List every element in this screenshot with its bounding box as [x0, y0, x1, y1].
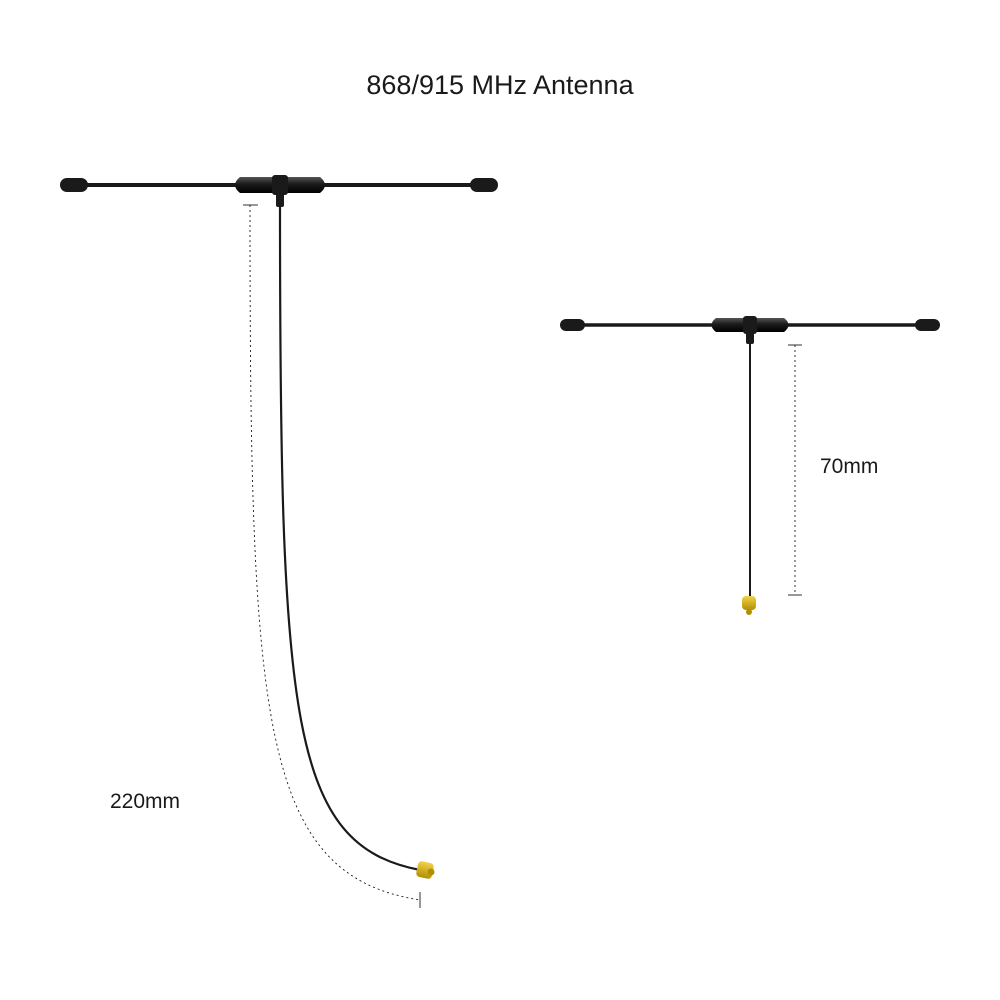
antenna-small-cap-right — [915, 319, 940, 331]
antenna-large-wire — [280, 205, 420, 870]
antenna-large-cap-right — [470, 178, 498, 192]
antenna-small-connector — [742, 596, 756, 615]
antenna-small-cap-left — [560, 319, 585, 331]
antenna-small-hub — [712, 316, 789, 344]
antenna-large-hub — [235, 175, 325, 207]
diagram-canvas — [0, 0, 1000, 1000]
antenna-large-dim — [250, 205, 420, 900]
label-large-length: 220mm — [110, 790, 180, 814]
label-small-length: 70mm — [820, 455, 878, 479]
antenna-large-connector — [416, 861, 435, 880]
antenna-small — [560, 316, 940, 615]
antenna-large-cap-left — [60, 178, 88, 192]
